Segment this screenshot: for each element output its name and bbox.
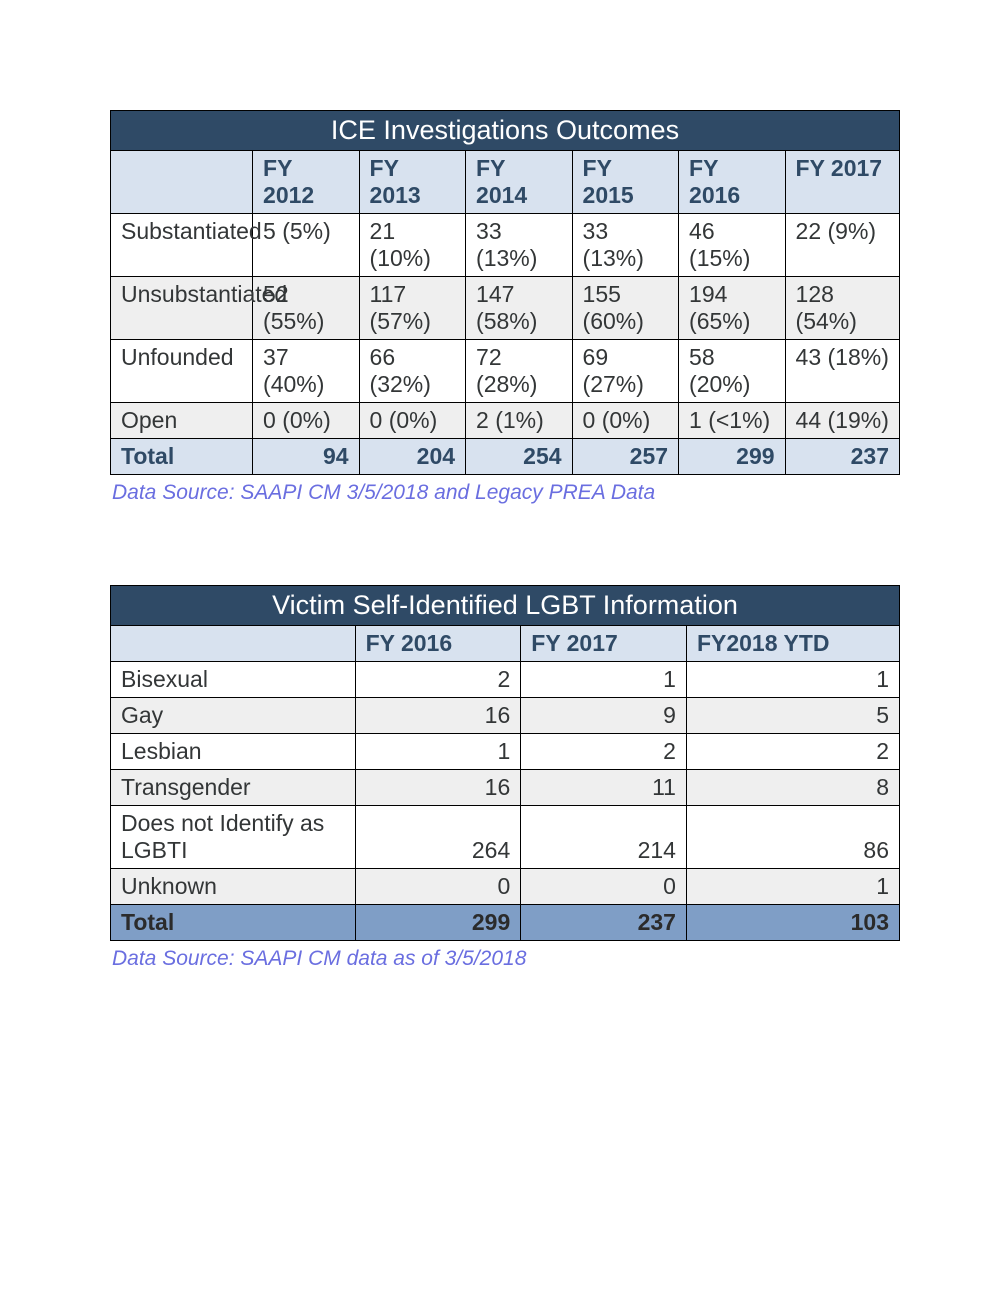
cell: 9 [521, 698, 687, 734]
table-row: Transgender 16 11 8 [111, 770, 900, 806]
col-header: FY 2017 [785, 151, 899, 214]
cell: 33 (13%) [572, 214, 679, 277]
col-header: FY 2017 [521, 626, 687, 662]
row-label: Open [111, 403, 253, 439]
table-row: Unknown 0 0 1 [111, 869, 900, 905]
col-header [111, 626, 356, 662]
cell: 0 (0%) [253, 403, 360, 439]
ice-outcomes-table: ICE Investigations Outcomes FY 2012 FY 2… [110, 110, 900, 475]
cell: 69 (27%) [572, 340, 679, 403]
cell: 264 [355, 806, 521, 869]
table-header-row: FY 2012 FY 2013 FY 2014 FY 2015 FY 2016 … [111, 151, 900, 214]
table-row: Open 0 (0%) 0 (0%) 2 (1%) 0 (0%) 1 (<1%)… [111, 403, 900, 439]
cell: 147 (58%) [466, 277, 573, 340]
col-header: FY 2015 [572, 151, 679, 214]
cell: 16 [355, 770, 521, 806]
cell: 16 [355, 698, 521, 734]
cell: 5 (5%) [253, 214, 360, 277]
cell: 8 [686, 770, 899, 806]
cell: 194 (65%) [679, 277, 786, 340]
row-label: Lesbian [111, 734, 356, 770]
col-header: FY 2016 [355, 626, 521, 662]
cell: 2 [521, 734, 687, 770]
row-label: Bisexual [111, 662, 356, 698]
total-cell: 237 [785, 439, 899, 475]
total-cell: 103 [686, 905, 899, 941]
cell: 128 (54%) [785, 277, 899, 340]
table-source: Data Source: SAAPI CM data as of 3/5/201… [112, 947, 900, 971]
cell: 2 [355, 662, 521, 698]
total-cell: 299 [355, 905, 521, 941]
table-row: Lesbian 1 2 2 [111, 734, 900, 770]
lgbt-info-table: Victim Self-Identified LGBT Information … [110, 585, 900, 941]
col-header: FY2018 YTD [686, 626, 899, 662]
table-row: Substantiated 5 (5%) 21 (10%) 33 (13%) 3… [111, 214, 900, 277]
row-label: Gay [111, 698, 356, 734]
cell: 1 [355, 734, 521, 770]
spacer [110, 505, 900, 585]
total-label: Total [111, 439, 253, 475]
row-label: Substantiated [111, 214, 253, 277]
cell: 66 (32%) [359, 340, 466, 403]
cell: 214 [521, 806, 687, 869]
total-cell: 237 [521, 905, 687, 941]
table-title-row: ICE Investigations Outcomes [111, 111, 900, 151]
cell: 37 (40%) [253, 340, 360, 403]
table-header-row: FY 2016 FY 2017 FY2018 YTD [111, 626, 900, 662]
table-row: Unfounded 37 (40%) 66 (32%) 72 (28%) 69 … [111, 340, 900, 403]
cell: 0 [355, 869, 521, 905]
cell: 58 (20%) [679, 340, 786, 403]
cell: 2 [686, 734, 899, 770]
col-header: FY 2014 [466, 151, 573, 214]
cell: 33 (13%) [466, 214, 573, 277]
cell: 0 (0%) [572, 403, 679, 439]
col-header: FY 2013 [359, 151, 466, 214]
cell: 22 (9%) [785, 214, 899, 277]
col-header: FY 2016 [679, 151, 786, 214]
col-header [111, 151, 253, 214]
row-label: Unfounded [111, 340, 253, 403]
table-row: Bisexual 2 1 1 [111, 662, 900, 698]
cell: 86 [686, 806, 899, 869]
total-cell: 257 [572, 439, 679, 475]
row-label: Unsubstantiated [111, 277, 253, 340]
cell: 5 [686, 698, 899, 734]
total-label: Total [111, 905, 356, 941]
cell: 0 (0%) [359, 403, 466, 439]
cell: 155 (60%) [572, 277, 679, 340]
cell: 11 [521, 770, 687, 806]
table-total-row: Total 94 204 254 257 299 237 [111, 439, 900, 475]
table-title-row: Victim Self-Identified LGBT Information [111, 586, 900, 626]
table-total-row: Total 299 237 103 [111, 905, 900, 941]
row-label: Does not Identify as LGBTI [111, 806, 356, 869]
cell: 43 (18%) [785, 340, 899, 403]
col-header: FY 2012 [253, 151, 360, 214]
cell: 52 (55%) [253, 277, 360, 340]
total-cell: 299 [679, 439, 786, 475]
table-row: Does not Identify as LGBTI 264 214 86 [111, 806, 900, 869]
cell: 46 (15%) [679, 214, 786, 277]
total-cell: 254 [466, 439, 573, 475]
row-label: Transgender [111, 770, 356, 806]
cell: 0 [521, 869, 687, 905]
table-title: ICE Investigations Outcomes [111, 111, 900, 151]
cell: 72 (28%) [466, 340, 573, 403]
table-row: Unsubstantiated 52 (55%) 117 (57%) 147 (… [111, 277, 900, 340]
cell: 2 (1%) [466, 403, 573, 439]
table-source: Data Source: SAAPI CM 3/5/2018 and Legac… [112, 481, 900, 505]
cell: 1 [686, 662, 899, 698]
total-cell: 204 [359, 439, 466, 475]
cell: 44 (19%) [785, 403, 899, 439]
cell: 117 (57%) [359, 277, 466, 340]
total-cell: 94 [253, 439, 360, 475]
cell: 1 [521, 662, 687, 698]
cell: 21 (10%) [359, 214, 466, 277]
cell: 1 (<1%) [679, 403, 786, 439]
row-label: Unknown [111, 869, 356, 905]
table-row: Gay 16 9 5 [111, 698, 900, 734]
page: ICE Investigations Outcomes FY 2012 FY 2… [0, 0, 1000, 971]
cell: 1 [686, 869, 899, 905]
table-title: Victim Self-Identified LGBT Information [111, 586, 900, 626]
